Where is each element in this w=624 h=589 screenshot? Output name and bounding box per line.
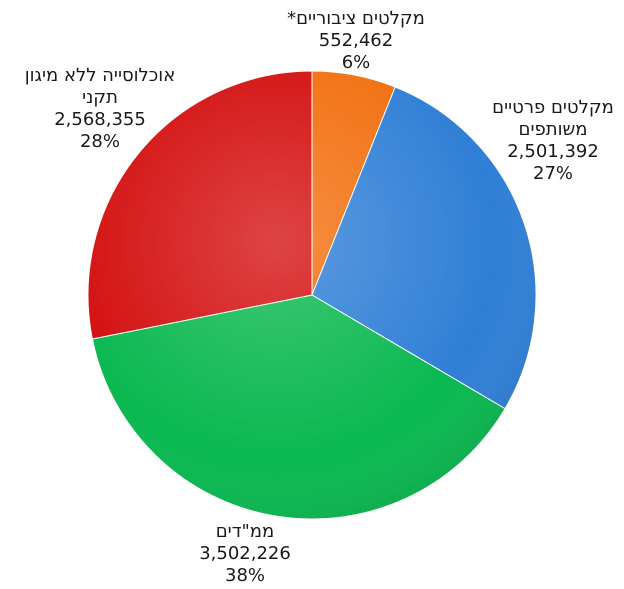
slice-label-unprotected-population: אוכלוסייה ללא מיגון תקני 2,568,355 28% [25,65,176,153]
slice-value: 2,501,392 [507,141,599,162]
slice-name-line-1: אוכלוסייה ללא מיגון [24,65,176,86]
slice-label-private-shared-shelters: מקלטים פרטיים משותפים 2,501,392 27% [492,97,614,185]
slice-percent: 28% [79,131,120,152]
slice-percent: 6% [341,52,371,73]
slice-name-line-1: ממ"דים [215,521,275,542]
slice-label-safe-rooms: ממ"דים 3,502,226 38% [199,521,291,587]
slice-name-line-2: משותפים [518,119,588,140]
slice-value: 3,502,226 [199,543,291,564]
slice-percent: 38% [224,565,266,586]
slice-name-line-1: מקלטים פרטיים [492,97,614,118]
slice-name-line-1: מקלטים ציבוריים* [287,8,425,29]
slice-value: 552,462 [318,30,394,51]
slice-percent: 27% [532,163,574,184]
slice-value: 2,568,355 [54,109,146,130]
slice-name-line-2: תקני [82,87,118,108]
slice-label-public-shelters: מקלטים ציבוריים* 552,462 6% [287,8,425,74]
